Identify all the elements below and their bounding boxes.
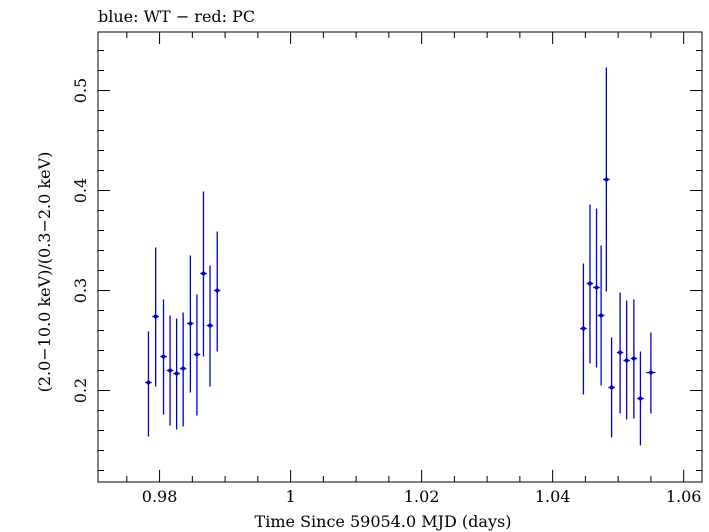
point-marker <box>609 385 614 390</box>
point-marker <box>604 177 609 182</box>
data-point <box>160 299 167 415</box>
y-tick-label: 0.3 <box>71 278 90 303</box>
data-point <box>597 245 605 386</box>
x-tick-label: 1 <box>286 487 296 506</box>
data-point <box>603 67 610 292</box>
point-marker <box>201 271 206 276</box>
data-point <box>630 299 638 419</box>
data-point <box>206 265 214 387</box>
y-axis-label: (2.0−10.0 keV)/(0.3−2.0 keV) <box>35 152 54 393</box>
data-point <box>593 208 600 368</box>
y-tick-label: 0.2 <box>71 378 90 403</box>
point-marker <box>153 314 158 319</box>
point-marker <box>208 323 213 328</box>
point-marker <box>146 380 151 385</box>
data-point <box>173 318 180 430</box>
point-marker <box>594 285 599 290</box>
point-marker <box>194 352 199 357</box>
data-point <box>646 332 656 414</box>
data-point <box>616 292 624 414</box>
x-tick-label: 1.02 <box>404 487 440 506</box>
data-point <box>193 294 201 416</box>
x-tick-label: 1.06 <box>666 487 702 506</box>
point-marker <box>648 370 653 375</box>
data-point <box>213 231 221 352</box>
point-marker <box>168 368 173 373</box>
data-point <box>637 351 644 446</box>
point-marker <box>174 371 179 376</box>
x-tick-label: 0.98 <box>142 487 178 506</box>
data-point <box>179 312 187 427</box>
y-tick-label: 0.5 <box>71 78 90 103</box>
point-marker <box>618 350 623 355</box>
axis-ticks <box>98 32 702 482</box>
point-marker <box>624 358 629 363</box>
point-marker <box>161 354 166 359</box>
point-marker <box>581 326 586 331</box>
data-point <box>580 263 587 395</box>
x-axis-label: Time Since 59054.0 MJD (days) <box>255 512 512 531</box>
chart-title: blue: WT − red: PC <box>98 7 255 26</box>
data-point <box>586 204 594 364</box>
point-marker <box>631 356 636 361</box>
x-tick-label: 1.04 <box>535 487 571 506</box>
y-tick-label: 0.4 <box>71 178 90 203</box>
data-point <box>166 315 174 426</box>
point-marker <box>181 366 186 371</box>
data-point <box>200 191 207 357</box>
point-marker <box>599 313 604 318</box>
point-marker <box>188 321 193 326</box>
data-point <box>145 331 152 437</box>
data-points <box>145 67 656 446</box>
data-point <box>623 300 630 420</box>
data-point <box>152 247 159 387</box>
data-point <box>608 337 615 438</box>
axis-tick-labels: 0.98 1 1.02 1.04 1.06 0.2 0.3 0.4 0.5 <box>71 78 701 506</box>
point-marker <box>638 396 643 401</box>
point-marker <box>215 288 220 293</box>
plot-frame <box>97 31 703 483</box>
point-marker <box>587 281 592 286</box>
data-point <box>187 255 194 393</box>
